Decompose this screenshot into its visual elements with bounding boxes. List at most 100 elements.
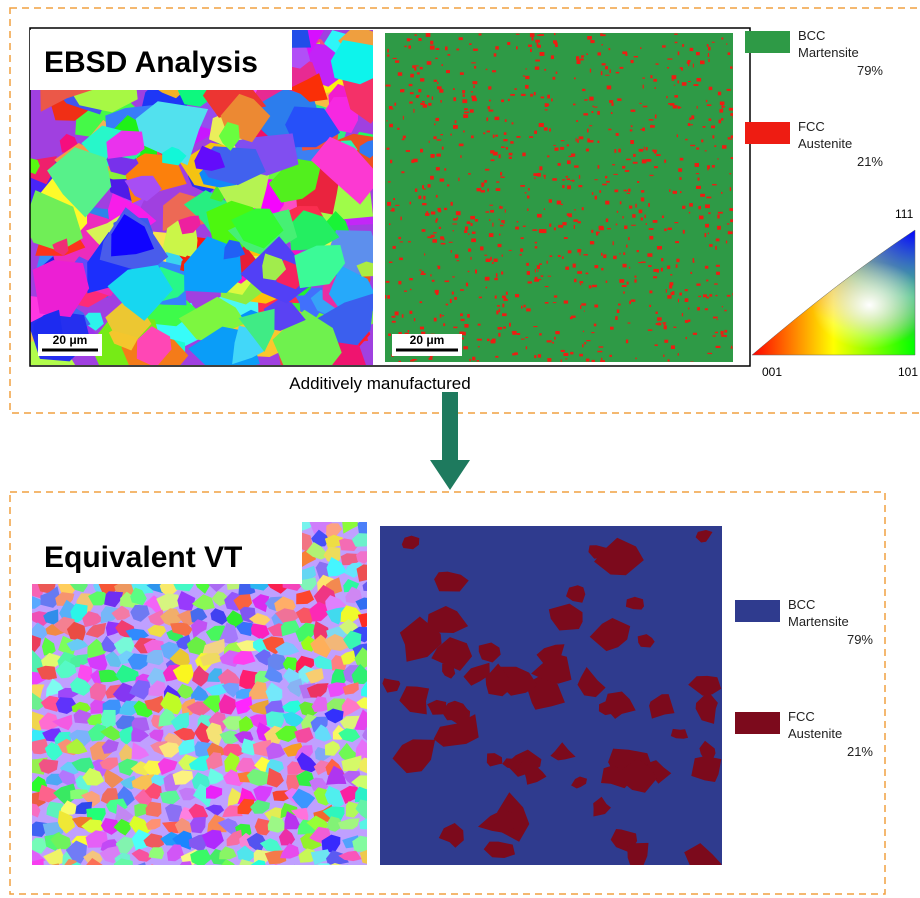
speckle	[707, 44, 709, 47]
speckle	[584, 254, 588, 255]
speckle	[635, 204, 637, 208]
speckle	[466, 283, 468, 287]
speckle	[527, 271, 530, 275]
speckle	[574, 279, 577, 283]
speckle	[545, 103, 548, 107]
speckle	[688, 320, 691, 322]
speckle	[451, 202, 453, 206]
speckle	[515, 227, 519, 230]
speckle	[584, 100, 585, 101]
speckle	[430, 274, 431, 276]
speckle	[494, 278, 498, 280]
speckle	[444, 168, 446, 170]
speckle	[580, 253, 581, 255]
speckle	[561, 350, 565, 352]
speckle	[623, 264, 627, 268]
speckle	[648, 265, 651, 267]
speckle	[471, 136, 474, 139]
ipf-label: 111	[895, 207, 914, 221]
speckle	[587, 129, 589, 133]
speckle	[664, 229, 667, 232]
speckle	[416, 95, 420, 96]
speckle	[393, 198, 395, 200]
speckle	[484, 255, 487, 256]
speckle	[688, 123, 691, 126]
speckle	[635, 276, 637, 278]
speckle	[495, 356, 498, 358]
speckle	[452, 292, 454, 295]
speckle	[675, 42, 678, 44]
speckle	[713, 335, 716, 336]
speckle	[631, 110, 636, 112]
speckle	[506, 292, 508, 295]
speckle	[489, 100, 491, 102]
speckle	[553, 302, 557, 303]
speckle	[667, 266, 670, 270]
speckle	[420, 78, 424, 81]
speckle	[526, 346, 527, 349]
speckle	[709, 294, 712, 296]
speckle	[584, 311, 585, 312]
speckle	[446, 70, 450, 73]
speckle	[427, 61, 432, 65]
speckle	[601, 268, 603, 271]
speckle	[452, 224, 457, 225]
speckle	[662, 216, 664, 218]
speckle	[492, 339, 496, 343]
speckle	[690, 145, 695, 146]
speckle	[496, 188, 501, 191]
speckle	[517, 136, 521, 138]
speckle	[521, 306, 523, 309]
speckle	[547, 358, 551, 362]
grain	[144, 864, 166, 879]
speckle	[478, 346, 480, 347]
speckle	[646, 147, 648, 150]
speckle	[723, 106, 725, 107]
legend-fraction: 79%	[857, 63, 883, 78]
speckle	[505, 209, 506, 212]
speckle	[412, 359, 417, 361]
speckle	[409, 102, 413, 104]
speckle	[716, 346, 721, 348]
speckle	[420, 149, 423, 153]
speckle	[730, 187, 731, 191]
speckle	[501, 272, 503, 275]
speckle	[600, 33, 603, 36]
speckle	[500, 206, 501, 209]
speckle	[498, 327, 503, 330]
speckle	[640, 47, 642, 49]
speckle	[433, 136, 436, 139]
speckle	[655, 115, 657, 119]
speckle	[463, 131, 465, 133]
speckle	[649, 305, 651, 307]
speckle	[438, 266, 441, 269]
legend-fraction: 21%	[847, 744, 873, 759]
speckle	[481, 190, 485, 192]
speckle	[492, 223, 493, 227]
speckle	[644, 147, 645, 150]
speckle	[407, 38, 410, 41]
speckle	[664, 325, 667, 329]
speckle	[453, 327, 457, 329]
speckle	[595, 265, 599, 268]
speckle	[440, 179, 445, 182]
speckle	[533, 173, 537, 176]
speckle	[437, 139, 442, 140]
speckle	[721, 331, 724, 335]
speckle	[515, 294, 519, 297]
speckle	[464, 112, 469, 114]
speckle	[726, 241, 727, 244]
speckle	[440, 236, 444, 239]
speckle	[682, 44, 684, 47]
speckle	[545, 109, 548, 110]
speckle	[651, 125, 652, 128]
speckle	[666, 289, 667, 293]
speckle	[528, 188, 530, 191]
speckle	[649, 291, 652, 294]
speckle	[580, 284, 581, 286]
speckle	[521, 237, 524, 239]
speckle	[656, 312, 658, 314]
speckle	[516, 34, 520, 35]
speckle	[545, 302, 549, 304]
speckle	[556, 72, 558, 74]
